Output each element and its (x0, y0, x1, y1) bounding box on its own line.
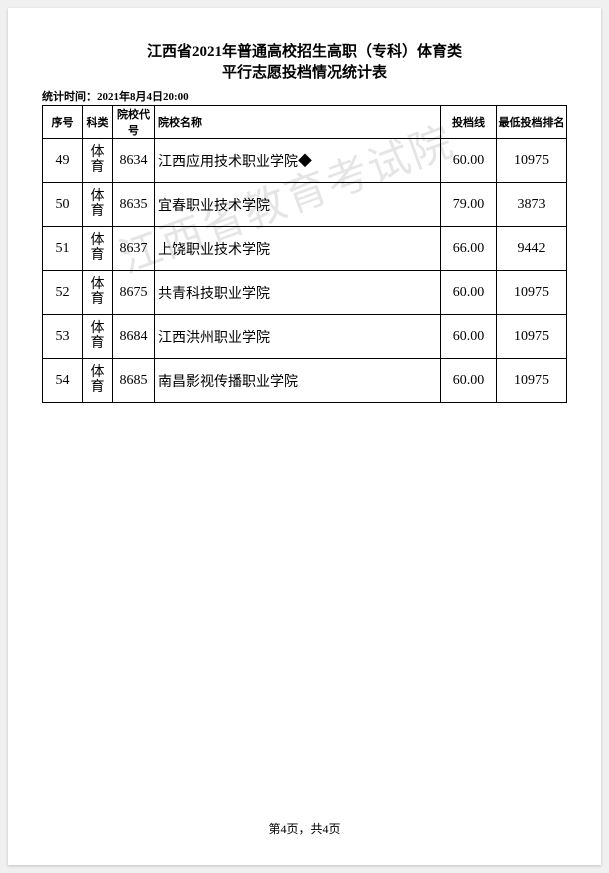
table-row: 54 体育 8685 南昌影视传播职业学院 60.00 10975 (43, 359, 567, 403)
table-row: 53 体育 8684 江西洪州职业学院 60.00 10975 (43, 315, 567, 359)
cell-seq: 50 (43, 183, 83, 227)
cell-rank: 3873 (497, 183, 567, 227)
col-header-code: 院校代号 (113, 106, 155, 139)
table-row: 51 体育 8637 上饶职业技术学院 66.00 9442 (43, 227, 567, 271)
col-header-score: 投档线 (441, 106, 497, 139)
cell-category: 体育 (83, 139, 113, 183)
cell-name: 江西应用技术职业学院◆ (155, 139, 441, 183)
cell-seq: 52 (43, 271, 83, 315)
cell-rank: 10975 (497, 359, 567, 403)
cell-seq: 54 (43, 359, 83, 403)
cell-name: 共青科技职业学院 (155, 271, 441, 315)
col-header-rank: 最低投档排名 (497, 106, 567, 139)
cell-score: 60.00 (441, 139, 497, 183)
cell-category: 体育 (83, 271, 113, 315)
cell-code: 8637 (113, 227, 155, 271)
col-header-category: 科类 (83, 106, 113, 139)
cell-code: 8684 (113, 315, 155, 359)
page-footer: 第4页，共4页 (42, 820, 567, 841)
cell-seq: 53 (43, 315, 83, 359)
stat-time: 统计时间：2021年8月4日20:00 (42, 88, 567, 104)
cell-category: 体育 (83, 359, 113, 403)
cell-score: 60.00 (441, 359, 497, 403)
cell-code: 8675 (113, 271, 155, 315)
cell-score: 66.00 (441, 227, 497, 271)
cell-seq: 49 (43, 139, 83, 183)
table-header-row: 序号 科类 院校代号 院校名称 投档线 最低投档排名 (43, 106, 567, 139)
cell-category: 体育 (83, 315, 113, 359)
cell-score: 60.00 (441, 271, 497, 315)
cell-score: 60.00 (441, 315, 497, 359)
cell-rank: 10975 (497, 315, 567, 359)
cell-name: 上饶职业技术学院 (155, 227, 441, 271)
data-table: 序号 科类 院校代号 院校名称 投档线 最低投档排名 49 体育 8634 江西… (42, 105, 567, 403)
cell-code: 8685 (113, 359, 155, 403)
document-page: 江西省2021年普通高校招生高职（专科）体育类 平行志愿投档情况统计表 统计时间… (8, 8, 601, 865)
cell-code: 8635 (113, 183, 155, 227)
table-row: 50 体育 8635 宜春职业技术学院 79.00 3873 (43, 183, 567, 227)
stat-time-label: 统计时间： (42, 91, 97, 103)
cell-score: 79.00 (441, 183, 497, 227)
cell-rank: 10975 (497, 271, 567, 315)
cell-name: 宜春职业技术学院 (155, 183, 441, 227)
cell-rank: 9442 (497, 227, 567, 271)
table-row: 52 体育 8675 共青科技职业学院 60.00 10975 (43, 271, 567, 315)
cell-name: 江西洪州职业学院 (155, 315, 441, 359)
stat-time-value: 2021年8月4日20:00 (97, 91, 189, 103)
cell-category: 体育 (83, 227, 113, 271)
cell-code: 8634 (113, 139, 155, 183)
table-row: 49 体育 8634 江西应用技术职业学院◆ 60.00 10975 (43, 139, 567, 183)
cell-category: 体育 (83, 183, 113, 227)
cell-rank: 10975 (497, 139, 567, 183)
page-title-line2: 平行志愿投档情况统计表 (42, 61, 567, 82)
cell-seq: 51 (43, 227, 83, 271)
table-body: 49 体育 8634 江西应用技术职业学院◆ 60.00 10975 50 体育… (43, 139, 567, 403)
page-title-line1: 江西省2021年普通高校招生高职（专科）体育类 (42, 40, 567, 61)
col-header-name: 院校名称 (155, 106, 441, 139)
cell-name: 南昌影视传播职业学院 (155, 359, 441, 403)
col-header-seq: 序号 (43, 106, 83, 139)
